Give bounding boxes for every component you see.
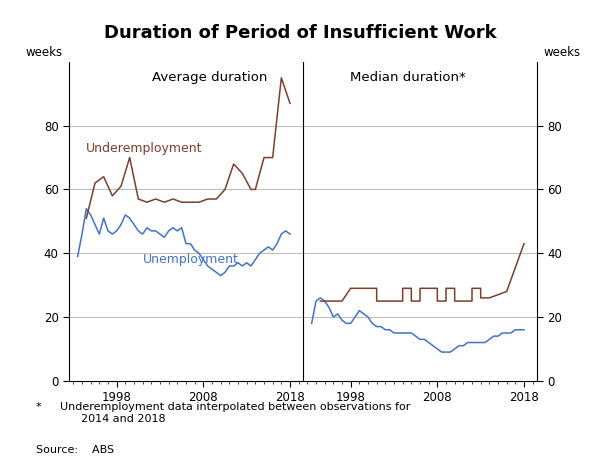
Text: Source:    ABS: Source: ABS [36, 445, 114, 455]
Text: Underemployment: Underemployment [86, 142, 202, 155]
Text: Underemployment data interpolated between observations for
      2014 and 2018: Underemployment data interpolated betwee… [60, 402, 410, 424]
Text: Average duration: Average duration [152, 71, 267, 84]
Text: weeks: weeks [543, 47, 580, 60]
Text: Unemployment: Unemployment [143, 253, 239, 266]
Text: weeks: weeks [26, 47, 63, 60]
Text: *: * [36, 402, 41, 412]
Text: Median duration*: Median duration* [350, 71, 466, 84]
Text: Duration of Period of Insufficient Work: Duration of Period of Insufficient Work [104, 24, 496, 42]
